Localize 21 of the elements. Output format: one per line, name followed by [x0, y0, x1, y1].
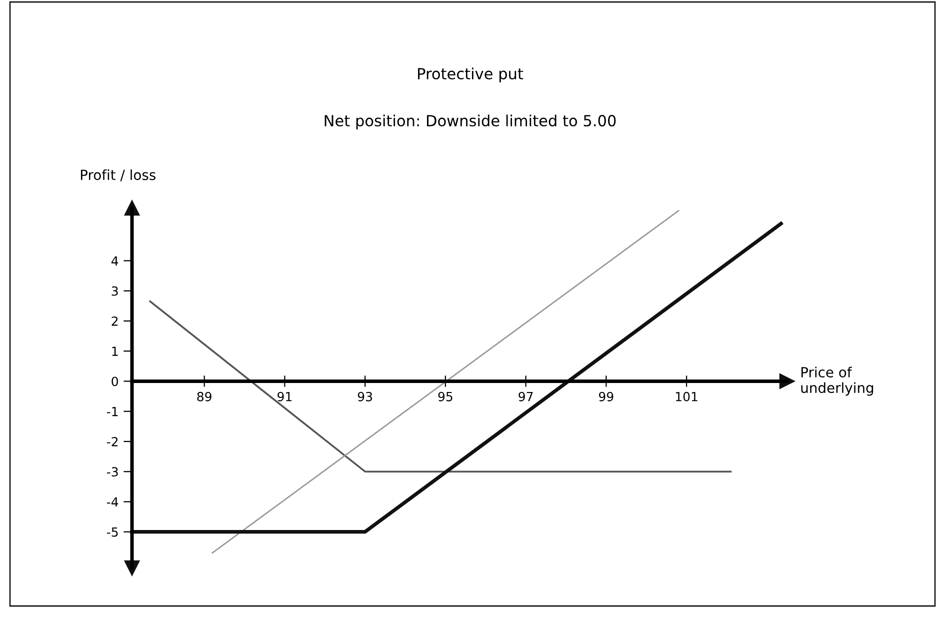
- y-tick-label: -1: [106, 406, 118, 416]
- y-tick-label: 4: [111, 256, 118, 266]
- x-tick-label: 97: [518, 392, 533, 402]
- x-tick-label: 99: [599, 392, 614, 402]
- y-tick-label: -2: [106, 436, 118, 446]
- y-tick-label: -5: [106, 527, 118, 537]
- chart-title: Protective put: [418, 68, 524, 82]
- y-tick-label: 3: [112, 286, 118, 296]
- x-tick-label: 101: [676, 392, 698, 402]
- x-tick-label: 93: [358, 392, 372, 402]
- y-tick-label: 1: [112, 346, 118, 356]
- y-tick-label: -4: [106, 497, 118, 506]
- y-tick-label: -3: [106, 467, 118, 477]
- x-tick-label: 91: [278, 392, 292, 402]
- x-axis-title: Price of underlying: [801, 366, 874, 396]
- y-tick-label: 0: [112, 376, 118, 386]
- x-tick-label: 89: [197, 392, 212, 402]
- y-axis-title: Profit / loss: [80, 169, 156, 182]
- x-tick-label: 95: [438, 392, 452, 402]
- chart-subtitle: Net position: Downside limited to 5.00: [324, 114, 616, 130]
- y-tick-label: 2: [112, 316, 118, 326]
